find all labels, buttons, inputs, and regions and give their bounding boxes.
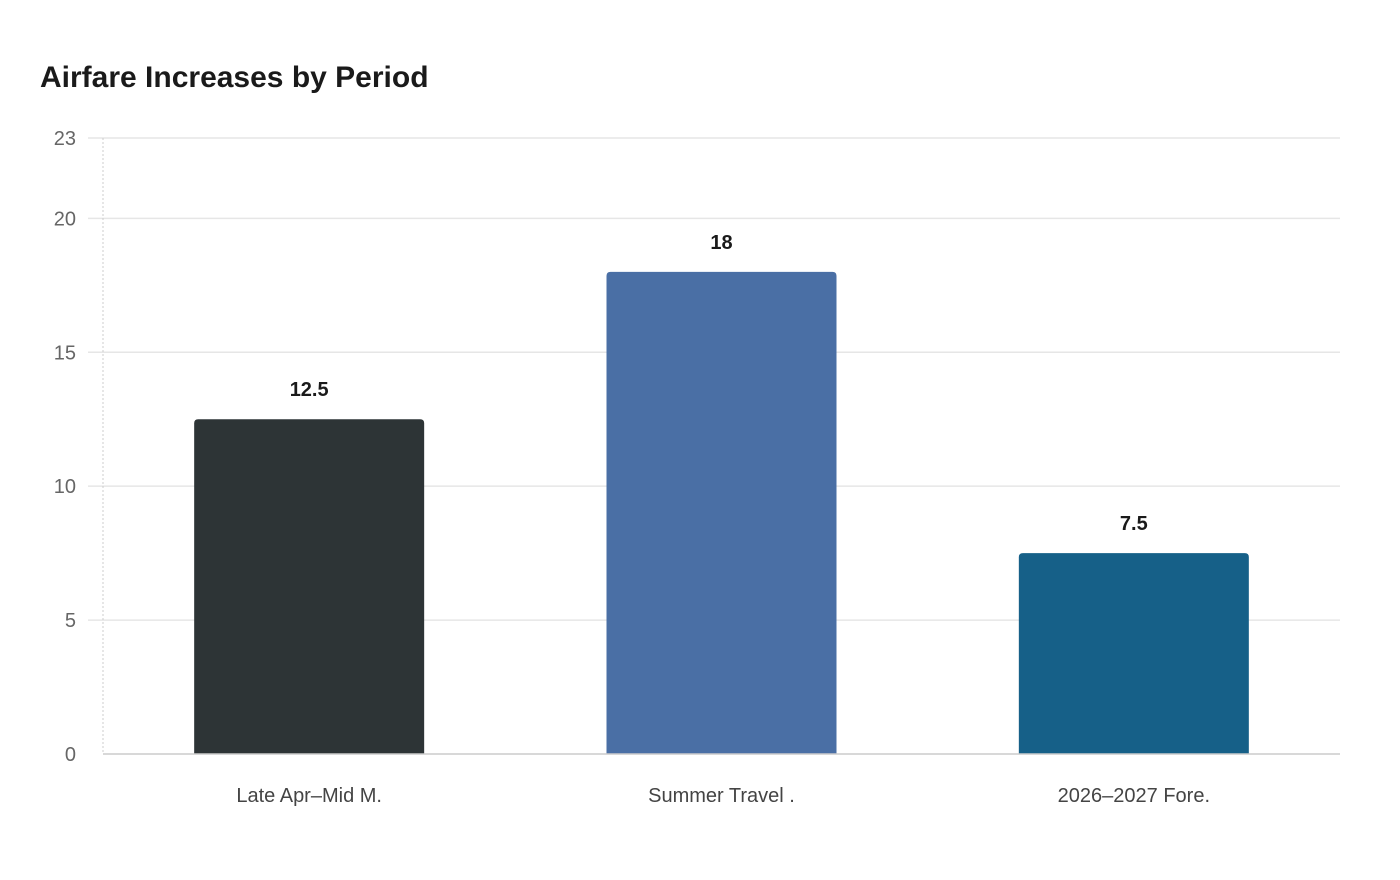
bar — [1018, 553, 1249, 754]
y-tick-label: 5 — [65, 610, 76, 632]
chart-title: Airfare Increases by Period — [40, 61, 429, 94]
y-tick-label: 15 — [54, 342, 76, 364]
y-tick-label: 0 — [65, 744, 76, 766]
y-tick-label: 10 — [54, 476, 76, 498]
data-label: 7.5 — [1120, 513, 1148, 535]
data-label: 12.5 — [290, 379, 329, 401]
x-tick-label: Late Apr–Mid M. — [236, 785, 382, 807]
data-label: 18 — [710, 232, 732, 254]
y-tick-label: 20 — [54, 208, 76, 230]
bar — [606, 271, 837, 754]
y-tick-label: 23 — [54, 128, 76, 150]
x-tick-label: 2026–2027 Fore. — [1058, 785, 1210, 807]
bar — [194, 419, 425, 754]
x-tick-label: Summer Travel . — [648, 785, 795, 807]
